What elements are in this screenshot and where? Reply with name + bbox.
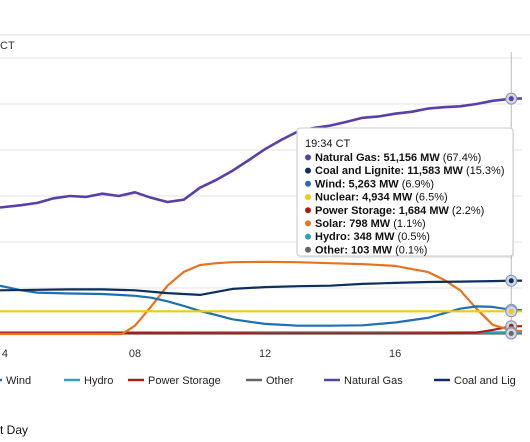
tooltip-row: Natural Gas: 51,156 MW (67.4%) bbox=[315, 152, 481, 164]
tooltip-row-pct: (0.5%) bbox=[394, 231, 429, 243]
tooltip-row-pct: (1.1%) bbox=[390, 218, 425, 230]
tooltip-row-pct: (2.2%) bbox=[449, 205, 484, 217]
legend-label: Coal and Lig bbox=[454, 375, 516, 387]
legend-label: Power Storage bbox=[148, 375, 221, 387]
series-line-natural-gas bbox=[0, 97, 523, 209]
series-line-wind bbox=[0, 284, 523, 327]
legend-item-hydro[interactable]: Hydro bbox=[64, 375, 113, 387]
tooltip-row-name-value: Other: 103 MW bbox=[315, 244, 393, 256]
x-axis-ticks: 4 08 12 16 bbox=[2, 348, 401, 360]
series-lines bbox=[0, 97, 523, 336]
tooltip-swatch bbox=[305, 207, 311, 214]
tooltip-swatch bbox=[305, 154, 311, 161]
tooltip-row: Other: 103 MW (0.1%) bbox=[315, 244, 427, 256]
legend-label: Natural Gas bbox=[344, 375, 403, 387]
tooltip-row: Wind: 5,263 MW (6.9%) bbox=[315, 178, 434, 190]
tooltip-row-name-value: Natural Gas: 51,156 MW bbox=[315, 152, 440, 164]
x-tick-label: 12 bbox=[259, 348, 271, 360]
tooltip-row-pct: (15.3%) bbox=[463, 165, 505, 177]
tooltip-row-pct: (6.5%) bbox=[412, 192, 447, 204]
tooltip-row-name-value: Solar: 798 MW bbox=[315, 218, 391, 230]
x-tick-label: 4 bbox=[2, 348, 8, 360]
tooltip-swatch bbox=[305, 246, 311, 253]
series-line-power-storage bbox=[0, 325, 523, 335]
x-tick-label: 16 bbox=[389, 348, 401, 360]
tooltip-swatch bbox=[305, 233, 311, 240]
footer-label: t Day bbox=[0, 423, 29, 437]
tooltip-row: Power Storage: 1,684 MW (2.2%) bbox=[315, 205, 484, 217]
legend-label: Hydro bbox=[84, 375, 113, 387]
tooltip-row-name-value: Power Storage: 1,684 MW bbox=[315, 205, 449, 217]
tooltip-swatch bbox=[305, 180, 311, 187]
tooltip-swatch bbox=[305, 194, 311, 200]
tooltip: 19:34 CT Natural Gas: 51,156 MW (67.4%)Co… bbox=[296, 127, 514, 258]
tooltip-row-name-value: Nuclear: 4,934 MW bbox=[315, 192, 413, 204]
legend-item-wind[interactable]: Wind bbox=[0, 375, 31, 387]
legend[interactable]: Wind Hydro Power Storage Other Natural Gas Co… bbox=[0, 375, 516, 387]
legend-label: Wind bbox=[6, 375, 31, 387]
tooltip-row-pct: (67.4%) bbox=[440, 152, 482, 164]
tooltip-row-name-value: Wind: 5,263 MW bbox=[315, 178, 399, 190]
tooltip-swatch bbox=[305, 167, 311, 174]
tooltip-swatch bbox=[305, 220, 311, 227]
legend-item-natural-gas[interactable]: Natural Gas bbox=[324, 375, 403, 387]
hover-marker-dot bbox=[508, 278, 514, 284]
tooltip-row: Solar: 798 MW (1.1%) bbox=[315, 218, 426, 230]
legend-item-other[interactable]: Other bbox=[246, 375, 294, 387]
x-tick-label: 08 bbox=[129, 348, 141, 360]
tooltip-box bbox=[296, 127, 514, 257]
tooltip-row: Hydro: 348 MW (0.5%) bbox=[315, 231, 430, 243]
tooltip-row: Coal and Lignite: 11,583 MW (15.3%) bbox=[315, 165, 505, 177]
chart-top-label: CT bbox=[0, 40, 15, 52]
tooltip-row: Nuclear: 4,934 MW (6.5%) bbox=[315, 192, 448, 204]
tooltip-row-pct: (0.1%) bbox=[392, 244, 427, 256]
tooltip-row-name-value: Hydro: 348 MW bbox=[315, 231, 395, 243]
hover-marker-dot bbox=[508, 96, 514, 102]
tooltip-row-pct: (6.9%) bbox=[399, 178, 434, 190]
series-line-coal-and-lignite bbox=[0, 279, 523, 296]
tooltip-time: 19:34 CT bbox=[305, 138, 351, 150]
legend-label: Other bbox=[266, 375, 294, 387]
hover-marker-dot bbox=[508, 331, 514, 337]
legend-item-power-storage[interactable]: Power Storage bbox=[128, 375, 221, 387]
legend-item-coal-and-lig[interactable]: Coal and Lig bbox=[434, 375, 516, 387]
hover-marker-dot bbox=[508, 308, 514, 314]
tooltip-row-name-value: Coal and Lignite: 11,583 MW bbox=[315, 165, 464, 177]
